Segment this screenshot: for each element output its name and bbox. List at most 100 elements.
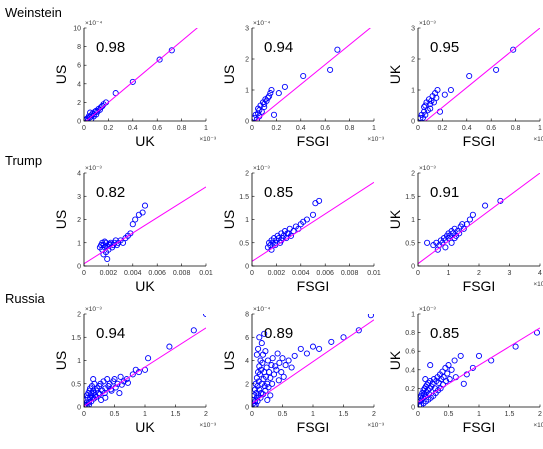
y-axis-label: US <box>221 351 237 370</box>
data-point <box>459 221 466 228</box>
data-point <box>145 355 152 362</box>
data-point <box>303 216 310 223</box>
y-tick-label: 1 <box>411 312 415 319</box>
row-label-weinstein: Weinstein <box>5 5 62 20</box>
y-exponent-label: ×10⁻³ <box>419 306 436 313</box>
data-point <box>253 374 260 381</box>
x-axis-label: FSGI <box>463 278 496 294</box>
data-point <box>267 90 274 97</box>
data-points <box>84 314 206 407</box>
data-point <box>262 387 269 394</box>
x-axis-label: FSGI <box>297 419 330 435</box>
y-exponent-label: ×10⁻³ <box>419 165 436 172</box>
data-point <box>104 255 111 263</box>
x-tick-label: 1 <box>372 125 376 132</box>
y-tick-label: 0 <box>411 264 415 271</box>
x-tick-label: 0 <box>250 125 254 132</box>
data-point <box>493 66 500 73</box>
data-point <box>275 90 282 97</box>
x-tick-label: 0.5 <box>110 411 120 418</box>
data-point <box>442 364 449 371</box>
data-point <box>285 357 292 364</box>
y-tick-label: 3 <box>245 26 249 33</box>
data-point <box>273 366 280 373</box>
x-tick-label: 2 <box>477 270 481 277</box>
data-point <box>279 355 286 362</box>
data-point <box>469 364 476 371</box>
x-tick-label: 0.2 <box>104 125 114 132</box>
data-point <box>255 110 262 117</box>
data-point <box>268 246 275 253</box>
x-exponent-label: ×10⁻³ <box>199 136 216 143</box>
y-tick-label: 0.6 <box>405 349 415 356</box>
scatter-panel-3: 0 0.2 0.4 0.6 0.8 1 0 1 2 3 ×10⁻³ ×10⁻³ FSGI UK 0.95 <box>387 20 543 149</box>
data-point <box>270 111 278 118</box>
data-point <box>424 239 431 246</box>
data-point <box>422 376 429 383</box>
y-tick-label: 2 <box>77 217 81 224</box>
data-point <box>253 116 260 121</box>
x-tick-label: 1 <box>447 270 451 277</box>
data-point <box>141 202 149 209</box>
data-point <box>168 47 175 54</box>
x-axis-label: UK <box>135 419 155 435</box>
data-point <box>290 228 297 235</box>
data-point <box>448 239 455 246</box>
y-tick-label: 1.5 <box>405 194 415 201</box>
x-tick-label: 0.002 <box>268 270 286 277</box>
y-exponent-label: ×10⁻⁴ <box>253 20 270 27</box>
data-point <box>129 78 136 85</box>
data-point <box>262 348 269 355</box>
fit-line <box>84 186 206 265</box>
data-point <box>457 352 464 359</box>
y-axis-label: US <box>221 210 237 229</box>
x-tick-label: 1 <box>477 411 481 418</box>
data-point <box>276 359 283 366</box>
y-tick-label: 0 <box>77 264 81 271</box>
data-point <box>418 398 423 405</box>
data-point <box>447 86 454 94</box>
y-tick-label: 0 <box>77 119 81 126</box>
data-point <box>434 86 441 94</box>
y-tick-label: 6 <box>245 335 249 342</box>
data-point <box>266 93 273 100</box>
data-point <box>328 338 335 345</box>
data-point <box>116 390 123 397</box>
data-point <box>270 371 278 378</box>
x-axis-label: UK <box>135 133 155 149</box>
data-point <box>451 357 458 364</box>
data-point <box>421 103 428 111</box>
x-tick-label: 0.4 <box>462 125 472 132</box>
x-tick-label: 4 <box>538 270 542 277</box>
data-point <box>90 376 97 383</box>
y-tick-label: 1.5 <box>239 194 249 201</box>
data-point <box>444 370 451 377</box>
data-point <box>466 72 473 80</box>
correlation-value: 0.94 <box>264 39 293 56</box>
y-tick-label: 0.8 <box>405 330 415 337</box>
data-point <box>166 343 173 350</box>
y-axis-label: US <box>221 65 237 84</box>
correlation-value: 0.95 <box>430 39 459 56</box>
x-tick-label: 0.5 <box>444 411 454 418</box>
x-exponent-label: ×10⁻³ <box>533 281 543 288</box>
data-point <box>258 340 265 347</box>
y-tick-label: 2 <box>77 100 81 107</box>
data-point <box>104 376 111 383</box>
data-point <box>129 371 136 378</box>
data-point <box>156 56 163 63</box>
y-tick-label: 1.5 <box>71 335 81 342</box>
data-point <box>101 390 108 397</box>
y-tick-label: 0 <box>245 405 249 412</box>
row-label-trump: Trump <box>5 153 42 168</box>
data-point <box>340 334 347 341</box>
data-point <box>427 362 434 369</box>
data-point <box>434 246 441 253</box>
data-point <box>316 345 323 352</box>
data-point <box>275 377 282 384</box>
data-point <box>264 396 271 404</box>
data-point <box>261 330 268 337</box>
data-point <box>418 114 424 121</box>
data-point <box>280 373 287 380</box>
